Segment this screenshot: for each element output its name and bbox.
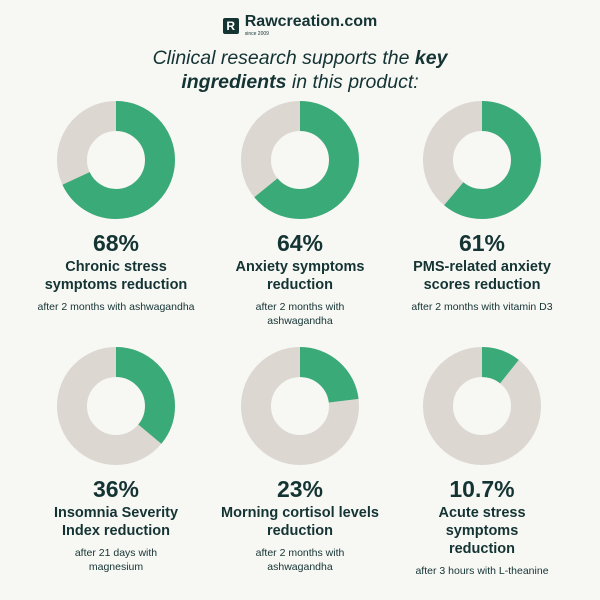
stat-card: 36% Insomnia Severity Index reduction afte… [16, 346, 216, 574]
donut-value-slice [57, 101, 175, 219]
stat-note: after 2 months with ashwagandha [37, 301, 195, 313]
header: R Rawcreation.com since 2009 [0, 14, 600, 37]
donut-value-slice [57, 347, 175, 465]
stat-note: after 2 months with ashwagandha [255, 547, 345, 573]
stat-note: after 21 days with magnesium [74, 547, 158, 573]
headline-part1: Clinical research supports the [152, 47, 415, 69]
brand: Rawcreation.com since 2009 [244, 13, 378, 38]
stat-card: 61% PMS-related anxiety scores reduction a… [382, 100, 582, 314]
brand-since: since 2009 [244, 31, 269, 37]
donut-value-slice [241, 101, 359, 219]
donut-chart [57, 101, 175, 219]
stat-card: 10.7% Acute stress symptoms reduction afte… [382, 346, 582, 578]
stat-note: after 2 months with ashwagandha [255, 301, 345, 327]
stat-card: 68% Chronic stress symptoms reduction afte… [16, 100, 216, 314]
stat-percentage: 64% [276, 230, 324, 256]
logo-icon: R [222, 17, 239, 34]
headline: Clinical research supports the key ingre… [0, 46, 600, 94]
headline-bold1: key [414, 47, 448, 69]
donut-value-slice [423, 101, 541, 219]
stat-description: Morning cortisol levels reduction [221, 505, 379, 539]
stat-percentage: 10.7% [449, 476, 515, 502]
headline-part2: in this product: [286, 71, 419, 93]
stat-description: Acute stress symptoms reduction [438, 505, 526, 557]
donut-chart [423, 101, 541, 219]
stat-card: 23% Morning cortisol levels reduction afte… [200, 346, 400, 574]
stat-description: Anxiety symptoms reduction [235, 259, 365, 293]
donut-chart [57, 347, 175, 465]
donut-chart [241, 101, 359, 219]
stat-description: PMS-related anxiety scores reduction [413, 259, 551, 293]
donut-chart [241, 347, 359, 465]
stat-percentage: 61% [458, 230, 506, 256]
stat-description: Insomnia Severity Index reduction [53, 505, 179, 539]
stat-percentage: 68% [92, 230, 140, 256]
stat-percentage: 23% [276, 476, 324, 502]
stat-card: 64% Anxiety symptoms reduction after 2 mon… [200, 100, 400, 328]
stat-description: Chronic stress symptoms reduction [44, 259, 188, 293]
stat-percentage: 36% [92, 476, 140, 502]
stat-note: after 2 months with vitamin D3 [411, 301, 553, 313]
headline-bold2: ingredients [181, 71, 287, 93]
donut-value-slice [423, 347, 541, 465]
stat-note: after 3 hours with L-theanine [415, 565, 549, 577]
donut-chart [423, 347, 541, 465]
brand-name: Rawcreation.com [244, 13, 378, 30]
donut-value-slice [241, 347, 359, 465]
